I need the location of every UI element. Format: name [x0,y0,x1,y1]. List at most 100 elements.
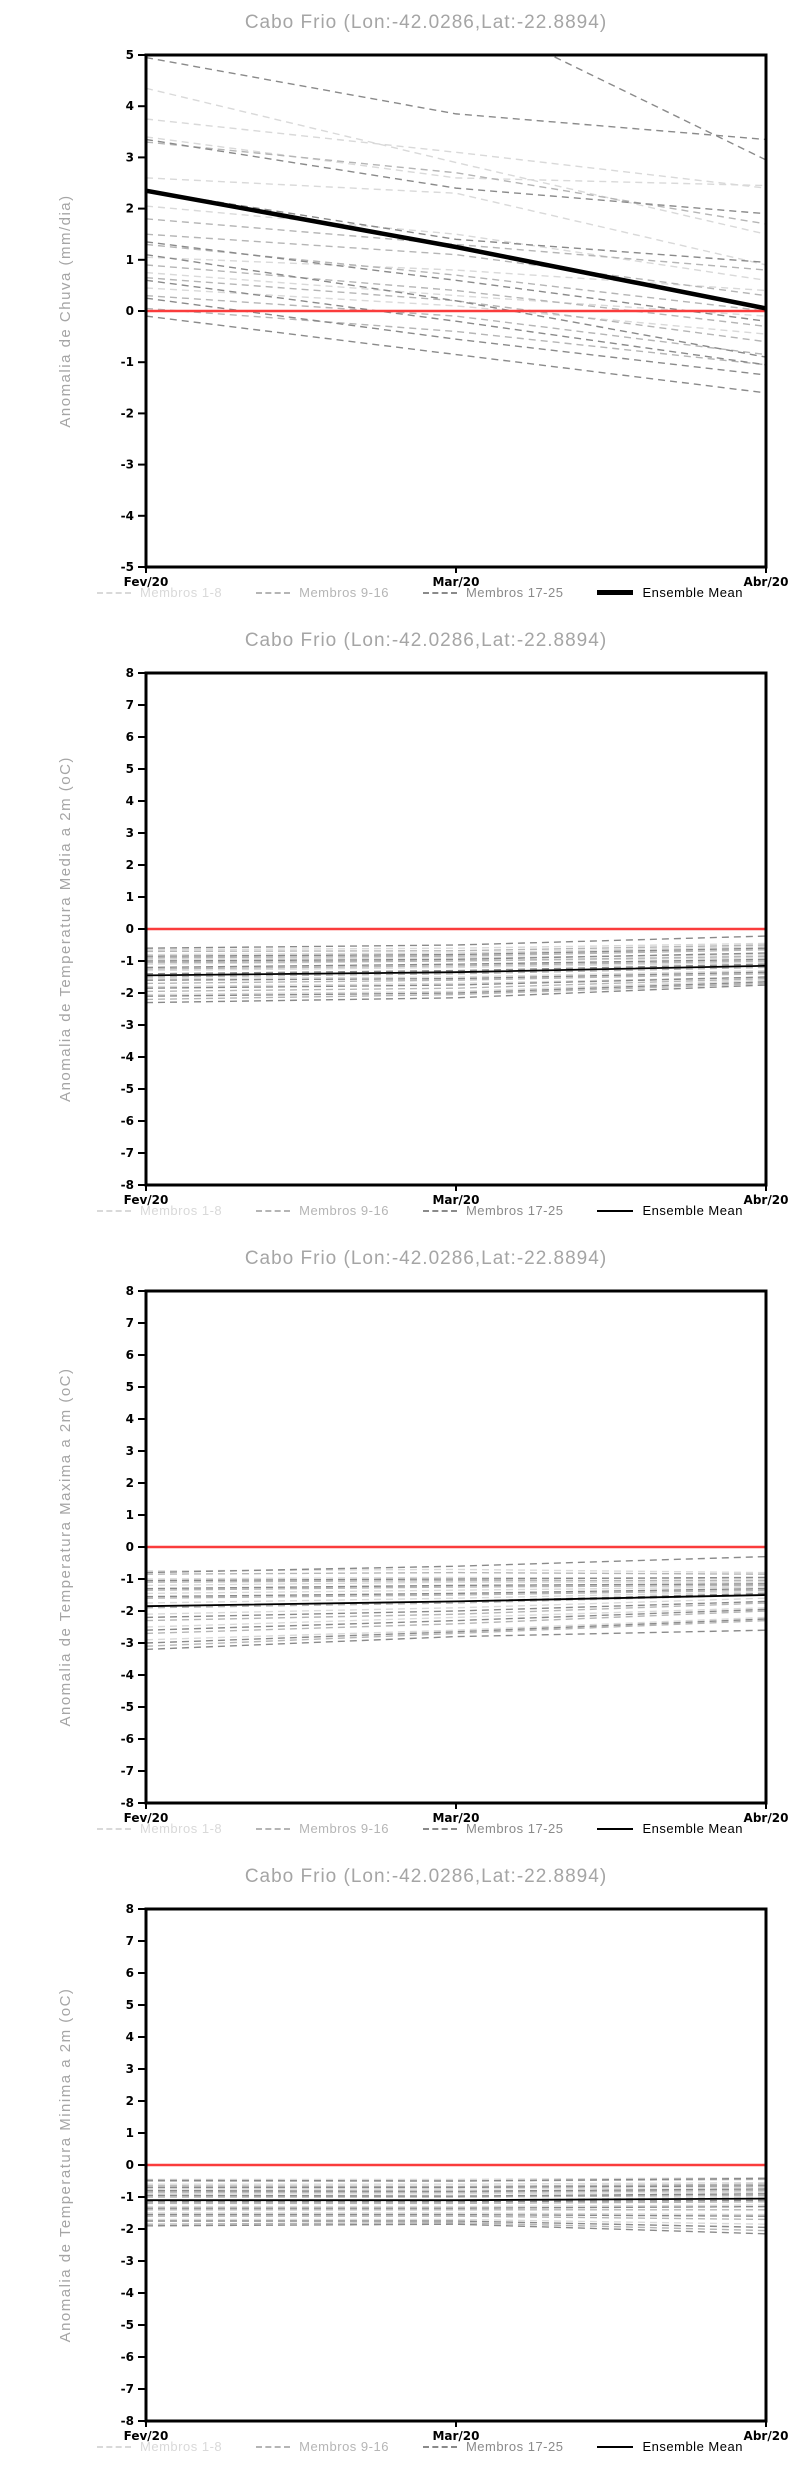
y-tick-label: -2 [121,1604,134,1618]
legend-label: Membros 17-25 [465,585,564,600]
x-tick-label: Abr/20 [744,575,789,589]
member-line [146,1597,766,1615]
member-line [146,966,766,978]
y-tick-label: -1 [121,355,134,369]
ensemble-mean-line [146,964,766,977]
member-line [146,2212,766,2216]
y-tick-label: -3 [121,1636,134,1650]
member-line [146,2221,766,2232]
member-line [146,138,766,215]
member-line [146,2204,766,2208]
member-line [146,949,766,959]
member-line [146,942,766,951]
y-tick-label: 0 [126,922,134,936]
legend-item: Membros 9-16 [256,2439,389,2454]
member-line [146,953,766,961]
member-line [146,56,766,141]
y-tick-label: -8 [121,1796,134,1810]
y-tick-label: 6 [126,1966,134,1980]
member-line [146,960,766,970]
member-line [146,1586,766,1595]
member-line [146,243,766,312]
member-line [146,1579,766,1583]
y-tick-label: -2 [121,986,134,1000]
member-line [146,2189,766,2193]
member-line [146,1592,766,1607]
y-tick-label: 4 [126,794,134,808]
member-line [146,2177,766,2181]
y-tick-label: 7 [126,1316,134,1330]
legend-item: Membros 9-16 [256,1203,389,1218]
y-tick-label: 4 [126,99,134,113]
member-line [146,2196,766,2201]
y-tick-label: -5 [121,1700,134,1714]
y-tick-label: 3 [126,1444,134,1458]
ensemble-mean-line [146,1594,766,1608]
member-line [146,177,766,266]
legend-item: Membros 1-8 [97,2439,222,2454]
legend-label: Ensemble Mean [642,1203,743,1218]
member-line [146,1619,766,1647]
y-tick-label: 1 [126,253,134,267]
member-line [146,2218,766,2225]
member-line [146,2201,766,2205]
legend-item: Membros 1-8 [97,585,222,600]
legend-label: Ensemble Mean [642,585,743,600]
member-line [146,935,766,949]
legend-item: Ensemble Mean [597,1821,742,1836]
legend-label: Membros 9-16 [299,2439,389,2454]
member-line [146,963,766,975]
member-line [146,1568,766,1574]
member-line [146,87,766,235]
y-tick-label: 4 [126,1412,134,1426]
legend-item: Membros 17-25 [422,2439,564,2454]
member-line [146,315,766,394]
member-line [146,1610,766,1635]
member-line [146,961,766,972]
y-tick-label: -6 [121,2350,134,2364]
legend-dashed-line-sample [422,591,457,594]
y-tick-label: 2 [126,202,134,216]
legend-label: Membros 1-8 [140,2439,223,2454]
member-line [146,971,766,981]
x-tick-label: Abr/20 [744,1811,789,1825]
y-tick-label: -4 [121,1668,134,1682]
y-tick-label: 3 [126,826,134,840]
member-line [146,1555,766,1574]
y-tick-label: 2 [126,2094,134,2108]
ensemble-mean-line [146,2197,766,2202]
legend-item: Ensemble Mean [597,1203,742,1218]
y-tick-label: -8 [121,1178,134,1192]
member-line [146,2205,766,2209]
member-line [146,1629,766,1651]
y-tick-label: 0 [126,2158,134,2172]
member-line [146,977,766,993]
member-line [146,2191,766,2195]
y-tick-label: 0 [126,304,134,318]
legend: Membros 1-8 Membros 9-16 Membros 17-25 Ense… [60,1203,780,1218]
member-line [146,2185,766,2189]
y-tick-label: -3 [121,1018,134,1032]
legend-dashed-line-sample [422,1827,457,1830]
chart-panel-chuva: Cabo Frio (Lon:-42.0286,Lat:-22.8894) An… [0,0,800,618]
y-tick-label: -7 [121,1146,134,1160]
y-tick-label: 5 [126,48,134,62]
member-line [146,2177,766,2182]
member-line [146,1607,766,1628]
chart-title: Cabo Frio (Lon:-42.0286,Lat:-22.8894) [244,1248,608,1269]
y-tick-label: 5 [126,762,134,776]
member-line [146,1589,766,1599]
legend: Membros 1-8 Membros 9-16 Membros 17-25 Ense… [60,585,780,600]
legend-item: Membros 17-25 [422,1203,564,1218]
legend-item: Membros 1-8 [97,1821,222,1836]
legend-item: Membros 9-16 [256,1821,389,1836]
legend-item: Ensemble Mean [597,2439,742,2454]
y-tick-label: -4 [121,1050,134,1064]
y-tick-label: -4 [121,2286,134,2300]
y-tick-label: 8 [126,666,134,680]
legend-label: Ensemble Mean [642,2439,743,2454]
y-tick-label: 3 [126,150,134,164]
